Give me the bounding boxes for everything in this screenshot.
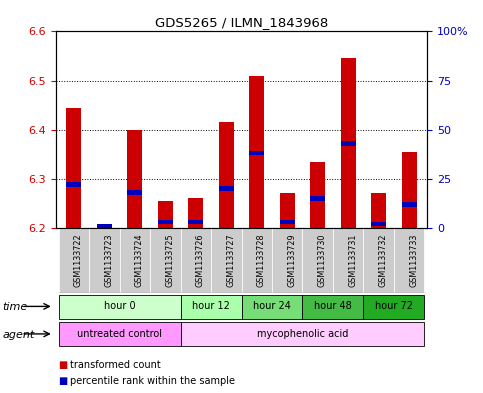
Bar bbox=[401, 202, 417, 207]
Bar bbox=[157, 201, 173, 228]
Bar bbox=[249, 75, 264, 228]
Text: ■: ■ bbox=[58, 376, 67, 386]
Text: hour 72: hour 72 bbox=[375, 301, 413, 311]
Bar bbox=[188, 198, 203, 228]
FancyBboxPatch shape bbox=[181, 228, 211, 293]
Text: GSM1133727: GSM1133727 bbox=[226, 233, 235, 287]
Bar bbox=[401, 152, 417, 228]
FancyBboxPatch shape bbox=[302, 228, 333, 293]
Bar bbox=[280, 193, 295, 228]
Text: GSM1133723: GSM1133723 bbox=[104, 233, 114, 286]
Text: GSM1133729: GSM1133729 bbox=[287, 233, 296, 287]
FancyBboxPatch shape bbox=[333, 228, 363, 293]
FancyBboxPatch shape bbox=[120, 228, 150, 293]
Bar bbox=[188, 220, 203, 224]
Bar bbox=[219, 122, 234, 228]
Bar bbox=[310, 196, 326, 201]
Bar bbox=[341, 59, 356, 228]
Text: hour 24: hour 24 bbox=[253, 301, 291, 311]
Text: hour 12: hour 12 bbox=[192, 301, 230, 311]
FancyBboxPatch shape bbox=[302, 295, 363, 319]
FancyBboxPatch shape bbox=[363, 295, 425, 319]
FancyBboxPatch shape bbox=[58, 295, 181, 319]
Bar bbox=[371, 193, 386, 228]
FancyBboxPatch shape bbox=[272, 228, 302, 293]
FancyBboxPatch shape bbox=[211, 228, 242, 293]
Bar bbox=[127, 130, 142, 228]
FancyBboxPatch shape bbox=[394, 228, 425, 293]
Text: GSM1133728: GSM1133728 bbox=[257, 233, 266, 286]
Text: GSM1133725: GSM1133725 bbox=[165, 233, 174, 287]
Bar bbox=[97, 226, 112, 228]
Text: transformed count: transformed count bbox=[70, 360, 161, 370]
Title: GDS5265 / ILMN_1843968: GDS5265 / ILMN_1843968 bbox=[155, 16, 328, 29]
Text: ■: ■ bbox=[58, 360, 67, 370]
Bar bbox=[157, 220, 173, 224]
FancyBboxPatch shape bbox=[58, 322, 181, 347]
Bar bbox=[219, 186, 234, 191]
FancyBboxPatch shape bbox=[58, 228, 89, 293]
Text: GSM1133722: GSM1133722 bbox=[74, 233, 83, 287]
Text: GSM1133730: GSM1133730 bbox=[318, 233, 327, 286]
Bar bbox=[280, 220, 295, 224]
FancyBboxPatch shape bbox=[363, 228, 394, 293]
Text: GSM1133726: GSM1133726 bbox=[196, 233, 205, 286]
Text: mycophenolic acid: mycophenolic acid bbox=[257, 329, 348, 339]
Text: GSM1133724: GSM1133724 bbox=[135, 233, 144, 286]
Bar bbox=[66, 182, 82, 187]
Text: GSM1133733: GSM1133733 bbox=[409, 233, 418, 286]
Bar bbox=[66, 108, 82, 228]
Bar bbox=[371, 222, 386, 226]
FancyBboxPatch shape bbox=[89, 228, 120, 293]
FancyBboxPatch shape bbox=[181, 295, 242, 319]
Bar bbox=[341, 141, 356, 146]
Text: hour 0: hour 0 bbox=[104, 301, 135, 311]
Text: time: time bbox=[2, 302, 28, 312]
Text: GSM1133731: GSM1133731 bbox=[348, 233, 357, 286]
Bar bbox=[249, 151, 264, 156]
Text: hour 48: hour 48 bbox=[314, 301, 352, 311]
FancyBboxPatch shape bbox=[242, 295, 302, 319]
FancyBboxPatch shape bbox=[242, 228, 272, 293]
Text: agent: agent bbox=[2, 330, 35, 340]
FancyBboxPatch shape bbox=[150, 228, 181, 293]
Bar bbox=[310, 162, 326, 228]
Text: percentile rank within the sample: percentile rank within the sample bbox=[70, 376, 235, 386]
Bar bbox=[127, 190, 142, 195]
Text: untreated control: untreated control bbox=[77, 329, 162, 339]
FancyBboxPatch shape bbox=[181, 322, 425, 347]
Text: GSM1133732: GSM1133732 bbox=[379, 233, 388, 286]
Bar bbox=[97, 224, 112, 228]
